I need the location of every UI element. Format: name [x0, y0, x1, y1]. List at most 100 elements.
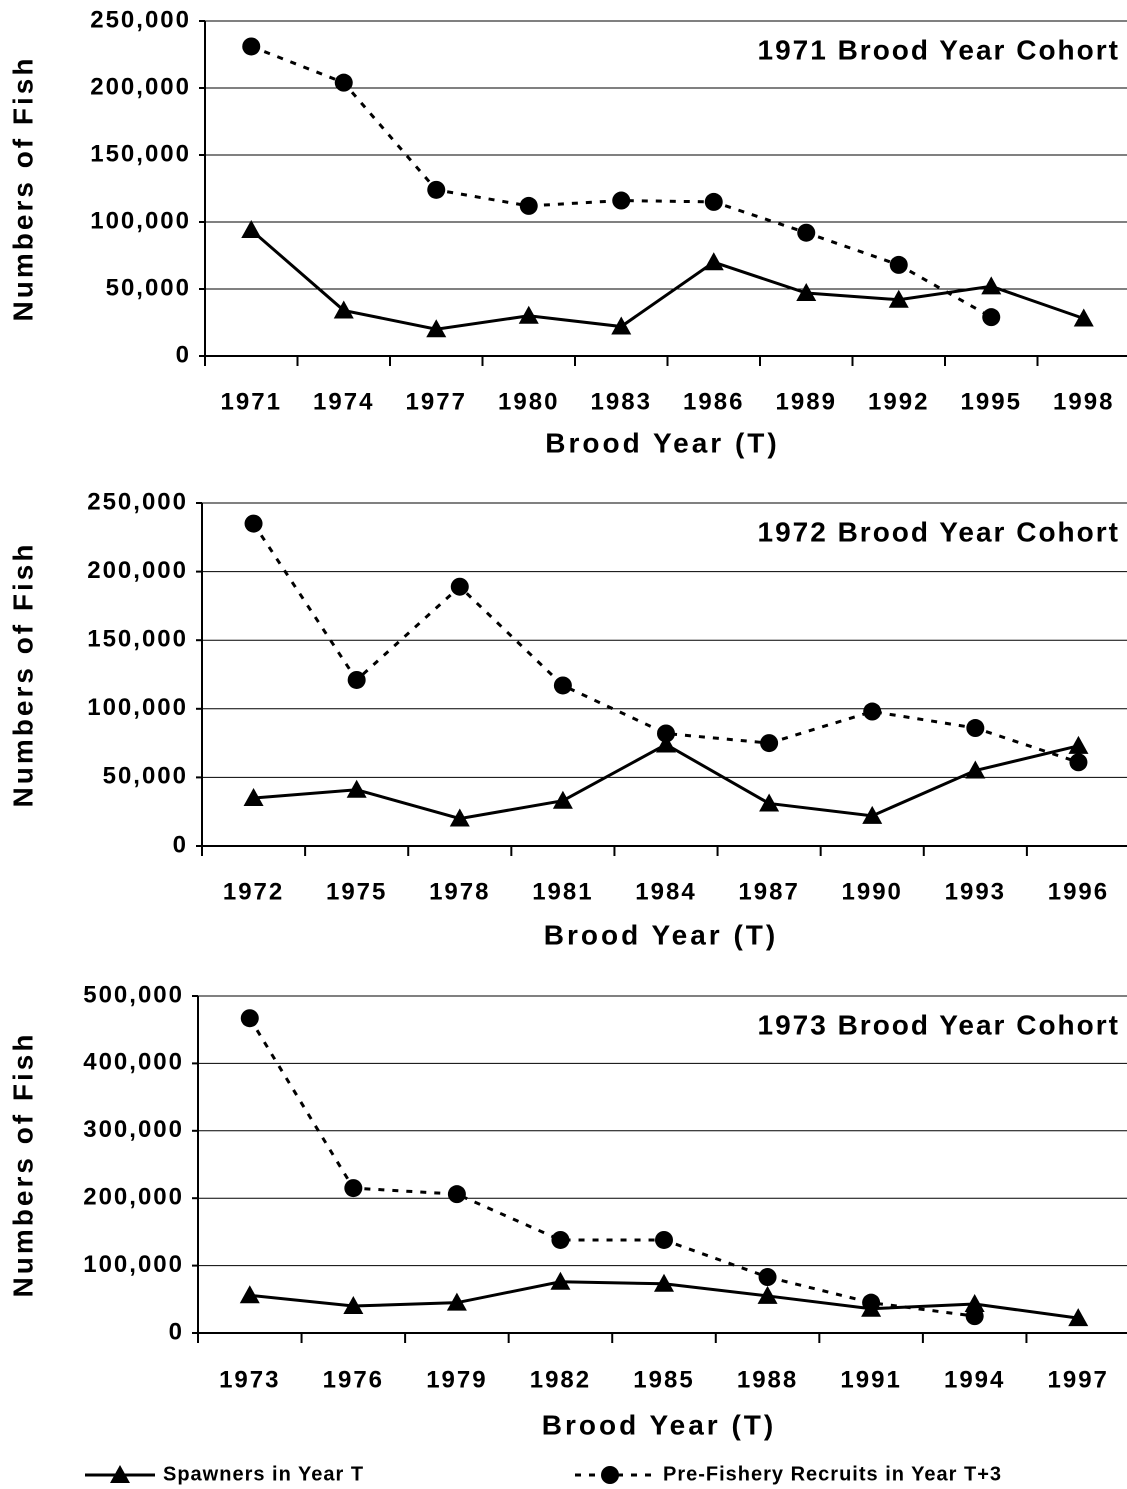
- legend-label: Spawners in Year T: [163, 1463, 364, 1485]
- y-axis-label: Numbers of Fish: [7, 56, 38, 322]
- chart-title: 1972 Brood Year Cohort: [758, 516, 1120, 547]
- x-tick-label: 1994: [944, 1366, 1005, 1393]
- circle-marker: [553, 676, 572, 695]
- circle-marker: [965, 1307, 984, 1326]
- x-axis-label: Brood Year (T): [544, 919, 778, 950]
- triangle-marker: [965, 760, 986, 779]
- x-tick-label: 1971: [221, 388, 282, 415]
- series-line: [253, 742, 1079, 821]
- circle-marker: [863, 702, 882, 721]
- circle-marker: [612, 191, 631, 210]
- x-tick-label: 1991: [840, 1366, 901, 1393]
- y-tick-label: 500,000: [83, 981, 184, 1008]
- x-tick-label: 1972: [223, 878, 284, 905]
- y-tick-label: 50,000: [103, 763, 188, 790]
- y-tick-label: 100,000: [83, 1251, 184, 1278]
- y-tick-label: 250,000: [90, 6, 191, 33]
- x-tick-label: 1978: [429, 878, 490, 905]
- triangle-marker: [552, 790, 573, 809]
- y-tick-label: 250,000: [87, 488, 188, 515]
- triangle-marker: [550, 1271, 571, 1290]
- triangle-marker: [981, 276, 1002, 295]
- x-tick-label: 1983: [591, 388, 652, 415]
- series-line: [250, 228, 1085, 331]
- x-tick-label: 1988: [737, 1366, 798, 1393]
- triangle-marker: [243, 787, 264, 806]
- circle-marker: [344, 1179, 363, 1198]
- x-axis-label: Brood Year (T): [545, 427, 779, 458]
- triangle-marker: [239, 1285, 260, 1304]
- x-tick-label: 1989: [776, 388, 837, 415]
- triangle-marker: [518, 305, 539, 324]
- y-tick-label: 0: [176, 341, 191, 368]
- x-tick-label: 1990: [842, 878, 903, 905]
- triangle-marker: [611, 316, 632, 335]
- legend-circle: [601, 1466, 619, 1484]
- triangle-marker: [333, 300, 354, 319]
- circle-marker: [657, 724, 675, 743]
- y-tick-label: 100,000: [90, 207, 191, 234]
- circle-marker: [760, 734, 779, 753]
- x-tick-label: 1986: [683, 388, 744, 415]
- triangle-marker: [346, 779, 367, 798]
- circle-marker: [758, 1268, 777, 1287]
- x-tick-label: 1981: [532, 878, 593, 905]
- circle-marker: [519, 196, 538, 215]
- x-tick-label: 1973: [219, 1366, 280, 1393]
- x-tick-label: 1976: [323, 1366, 384, 1393]
- x-tick-label: 1979: [426, 1366, 487, 1393]
- triangle-marker: [703, 252, 724, 271]
- circle-marker: [347, 670, 366, 689]
- triangle-marker: [1068, 735, 1089, 754]
- x-tick-label: 1985: [633, 1366, 694, 1393]
- x-tick-label: 1996: [1048, 878, 1109, 905]
- circle-marker: [240, 1009, 259, 1028]
- x-tick-label: 1992: [868, 388, 929, 415]
- triangle-marker: [241, 220, 262, 239]
- triangle-marker: [343, 1296, 364, 1315]
- triangle-marker: [656, 734, 676, 753]
- circle-marker: [244, 514, 263, 533]
- x-axis-label: Brood Year (T): [542, 1409, 776, 1440]
- circle-marker: [704, 192, 723, 211]
- chart-title: 1973 Brood Year Cohort: [758, 1009, 1120, 1040]
- series-line: [248, 1017, 975, 1318]
- y-tick-label: 200,000: [90, 73, 191, 100]
- x-tick-label: 1998: [1053, 388, 1114, 415]
- y-tick-label: 300,000: [83, 1116, 184, 1143]
- x-tick-label: 1987: [738, 878, 799, 905]
- x-tick-label: 1980: [498, 388, 559, 415]
- chart-title: 1971 Brood Year Cohort: [758, 34, 1120, 65]
- y-axis-label: Numbers of Fish: [7, 542, 38, 808]
- triangle-marker: [888, 289, 909, 308]
- y-axis-label: Numbers of Fish: [7, 1032, 38, 1298]
- circle-marker: [862, 1293, 881, 1312]
- triangle-marker: [1068, 1308, 1089, 1327]
- circle-marker: [655, 1230, 673, 1249]
- circle-marker: [242, 37, 261, 56]
- y-tick-label: 0: [173, 831, 188, 858]
- triangle-marker: [964, 1294, 985, 1313]
- circle-marker: [1069, 753, 1088, 772]
- circle-marker: [450, 577, 469, 596]
- circle-marker: [447, 1185, 466, 1204]
- series-line: [250, 45, 992, 319]
- triangle-marker: [426, 319, 447, 338]
- y-tick-label: 150,000: [90, 140, 191, 167]
- x-tick-label: 1982: [530, 1366, 591, 1393]
- circle-marker: [797, 223, 816, 242]
- x-tick-label: 1974: [313, 388, 374, 415]
- circle-marker: [966, 719, 985, 738]
- x-tick-label: 1984: [635, 878, 696, 905]
- triangle-marker: [446, 1292, 467, 1311]
- x-tick-label: 1975: [326, 878, 387, 905]
- y-tick-label: 150,000: [87, 626, 188, 653]
- x-tick-label: 1993: [945, 878, 1006, 905]
- triangle-marker: [862, 805, 883, 824]
- triangle-marker: [759, 793, 780, 812]
- x-tick-label: 1997: [1048, 1366, 1109, 1393]
- x-tick-label: 1995: [961, 388, 1022, 415]
- circle-marker: [889, 255, 908, 274]
- circle-marker: [427, 180, 446, 199]
